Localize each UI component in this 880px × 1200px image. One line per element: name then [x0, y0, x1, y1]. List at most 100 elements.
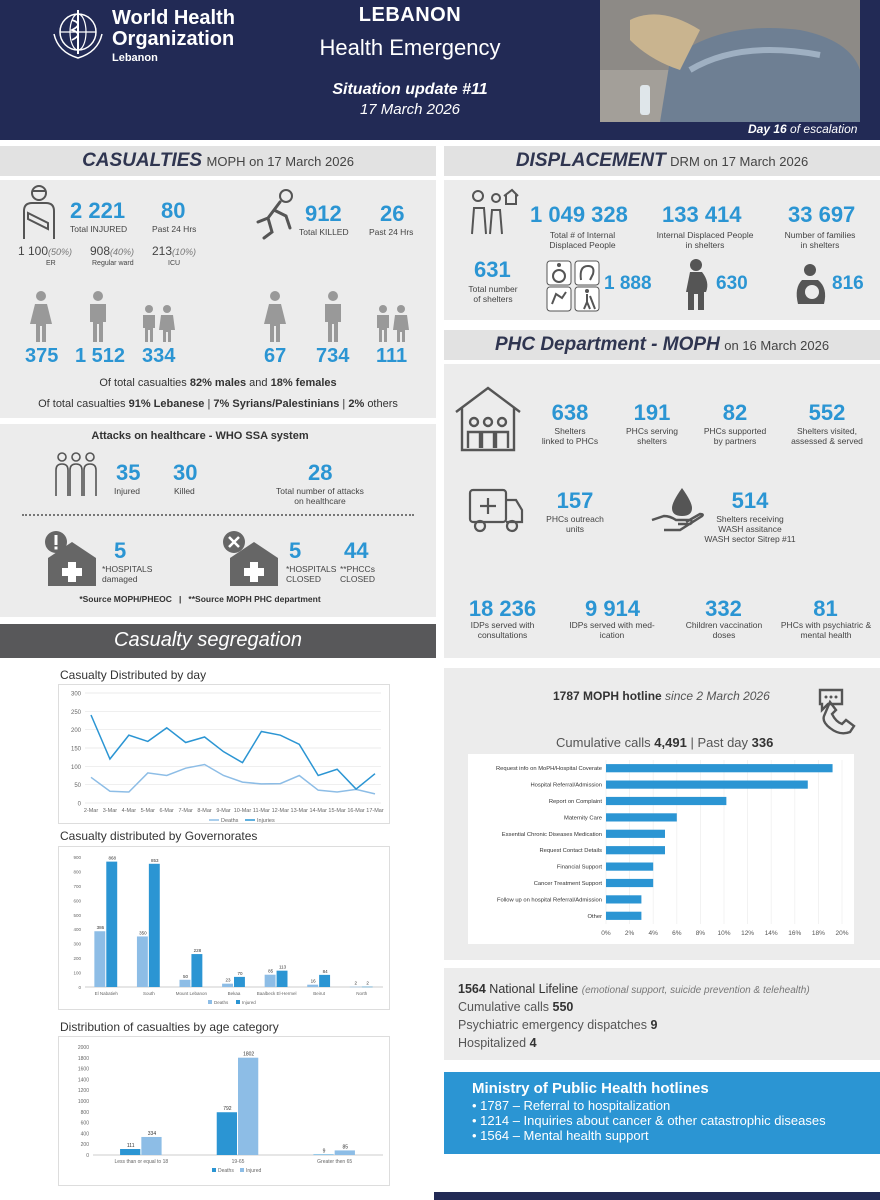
bar-injured — [276, 970, 288, 987]
org-sub: Lebanon — [112, 52, 158, 64]
phc-title: PHC Department - MOPH on 16 March 2026 — [444, 334, 880, 356]
data-label: 85 — [343, 1144, 349, 1150]
injured-24h: 80 — [161, 198, 186, 223]
hospital-closed-icon — [223, 531, 278, 586]
x-tick-label: 4% — [648, 930, 658, 937]
hotline-since: since 2 March 2026 — [665, 689, 770, 703]
x-tick-label: 6% — [672, 930, 682, 937]
casualties-title-text: CASUALTIES — [82, 150, 203, 171]
past-pre: | Past day — [690, 735, 749, 750]
legend-label: Deaths — [218, 1168, 234, 1174]
displacement-title-text: DISPLACEMENT — [515, 150, 666, 171]
y-tick-label: 0 — [86, 1153, 89, 1159]
hospitals-closed-label: *HOSPITALS CLOSED — [286, 564, 336, 584]
c2-l1: IDPs served with med- — [569, 620, 655, 630]
x-tick-label: Baalbeck El-Hermel — [257, 991, 297, 996]
y-tick-label: Hospital Referral/Admission — [530, 783, 602, 789]
data-label: 2 — [366, 981, 369, 986]
hosp-dmg-l2: damaged — [102, 574, 138, 585]
phc-visited: 552 — [808, 400, 846, 425]
wash-l2: WASH assitance — [718, 524, 782, 535]
x-tick-label: South — [143, 991, 155, 996]
phc-shelters-linked: 638 — [551, 400, 589, 425]
ward-label: Regular ward — [92, 260, 134, 267]
wash-l1: Shelters receiving — [716, 514, 784, 524]
lifeline-calls: Cumulative calls 550 — [458, 1000, 573, 1014]
data-label: 2 — [354, 981, 357, 986]
attack-injured: 35 — [116, 460, 141, 485]
injured-female: 375 — [25, 345, 59, 367]
y-tick-label: 1000 — [78, 1099, 89, 1105]
icu-pct: (10%) — [172, 247, 197, 257]
fam-l1: Number of families — [784, 230, 856, 240]
x-tick-label: 3-Mar — [103, 808, 118, 814]
ministry-hotlines-box: Ministry of Public Health hotlines • 178… — [444, 1072, 880, 1154]
phc-title-text: PHC Department - MOPH — [494, 334, 720, 355]
displacement-header — [444, 146, 880, 176]
x-tick-label: Less than or equal to 18 — [115, 1159, 169, 1165]
bar-deaths — [222, 983, 233, 987]
casualties-title: CASUALTIES MOPH on 17 March 2026 — [0, 150, 436, 172]
gender-and: and — [249, 377, 268, 389]
casualties-source: MOPH on 17 March 2026 — [206, 154, 354, 169]
casualties-header — [0, 146, 436, 176]
icu-value: 213 — [152, 244, 173, 258]
escalation-day: Day 16 of escalation — [748, 122, 857, 136]
phc-header — [444, 330, 880, 360]
ministry-item-1787: • 1787 – Referral to hospitalization — [472, 1098, 671, 1113]
y-tick-label: 1600 — [78, 1067, 89, 1073]
data-label: 1802 — [243, 1052, 254, 1058]
idp-shelters: 133 414 — [662, 202, 742, 227]
data-label: 9 — [323, 1149, 326, 1155]
c1-l1: IDPs served with — [470, 620, 535, 630]
bar-deaths — [136, 936, 148, 987]
y-tick-label: 1200 — [78, 1088, 89, 1094]
idp-total-label: Total # of Internal Displaced People — [520, 230, 645, 250]
hospitals-closed: 5 — [289, 538, 302, 563]
y-tick-label: Maternity Care — [564, 815, 602, 821]
lf-l3: Hospitalized — [458, 1036, 527, 1050]
y-tick-label: 100 — [71, 765, 82, 771]
sh-l2: of shelters — [473, 294, 513, 305]
y-tick-label: 400 — [81, 1131, 90, 1137]
bar-deaths — [179, 979, 191, 987]
bar-injured — [361, 986, 373, 988]
x-tick-label: 6-Mar — [160, 808, 175, 814]
data-label: 16 — [311, 979, 317, 984]
phone-chat-icon — [818, 688, 856, 735]
x-tick-label: 10-Mar — [234, 808, 252, 814]
er-pct: (50%) — [48, 247, 73, 257]
s3-l2: by partners — [713, 436, 757, 447]
y-tick-label: 600 — [81, 1121, 90, 1127]
c4-l1: PHCs with psychiatric & — [780, 620, 872, 630]
bar-deaths — [264, 974, 276, 987]
chart2-title: Casualty distributed by Governorates — [60, 829, 258, 843]
data-label: 334 — [148, 1131, 157, 1137]
icu-count: 213(10%) — [152, 244, 196, 258]
footer-bar — [434, 1192, 880, 1200]
chart3-title: Distribution of casualties by age catego… — [60, 1020, 279, 1034]
x-tick-label: 16% — [788, 930, 801, 937]
x-tick-label: 12-Mar — [272, 808, 290, 814]
attack-total-l1: Total number of attacks — [276, 486, 364, 496]
male-icon-2 — [325, 291, 341, 342]
hotline-title-bold: 1787 MOPH hotline — [553, 689, 662, 703]
x-tick-label: 16-Mar — [347, 808, 365, 814]
x-tick-label: El Nabatieh — [95, 991, 119, 996]
bar-deaths — [349, 986, 361, 988]
series-line-deaths — [90, 763, 376, 795]
outreach-label: PHCs outreach units — [535, 514, 615, 534]
bar-reason — [606, 862, 654, 871]
data-label: 228 — [194, 948, 202, 953]
x-tick-label: Mount Lebanon — [176, 991, 208, 996]
org-line1: World Health — [112, 7, 235, 29]
hospitals-damaged: 5 — [114, 538, 127, 563]
org-line2: Organization — [112, 28, 235, 50]
x-tick-label: Greater then 65 — [317, 1159, 352, 1165]
y-tick-label: 0 — [78, 985, 81, 990]
y-tick-label: Report on Complaint — [549, 799, 603, 805]
bar-deaths — [94, 931, 106, 987]
attacks-divider — [22, 514, 414, 516]
vaccination-label: Children vaccination doses — [674, 620, 774, 640]
lactating-icon — [796, 264, 826, 304]
